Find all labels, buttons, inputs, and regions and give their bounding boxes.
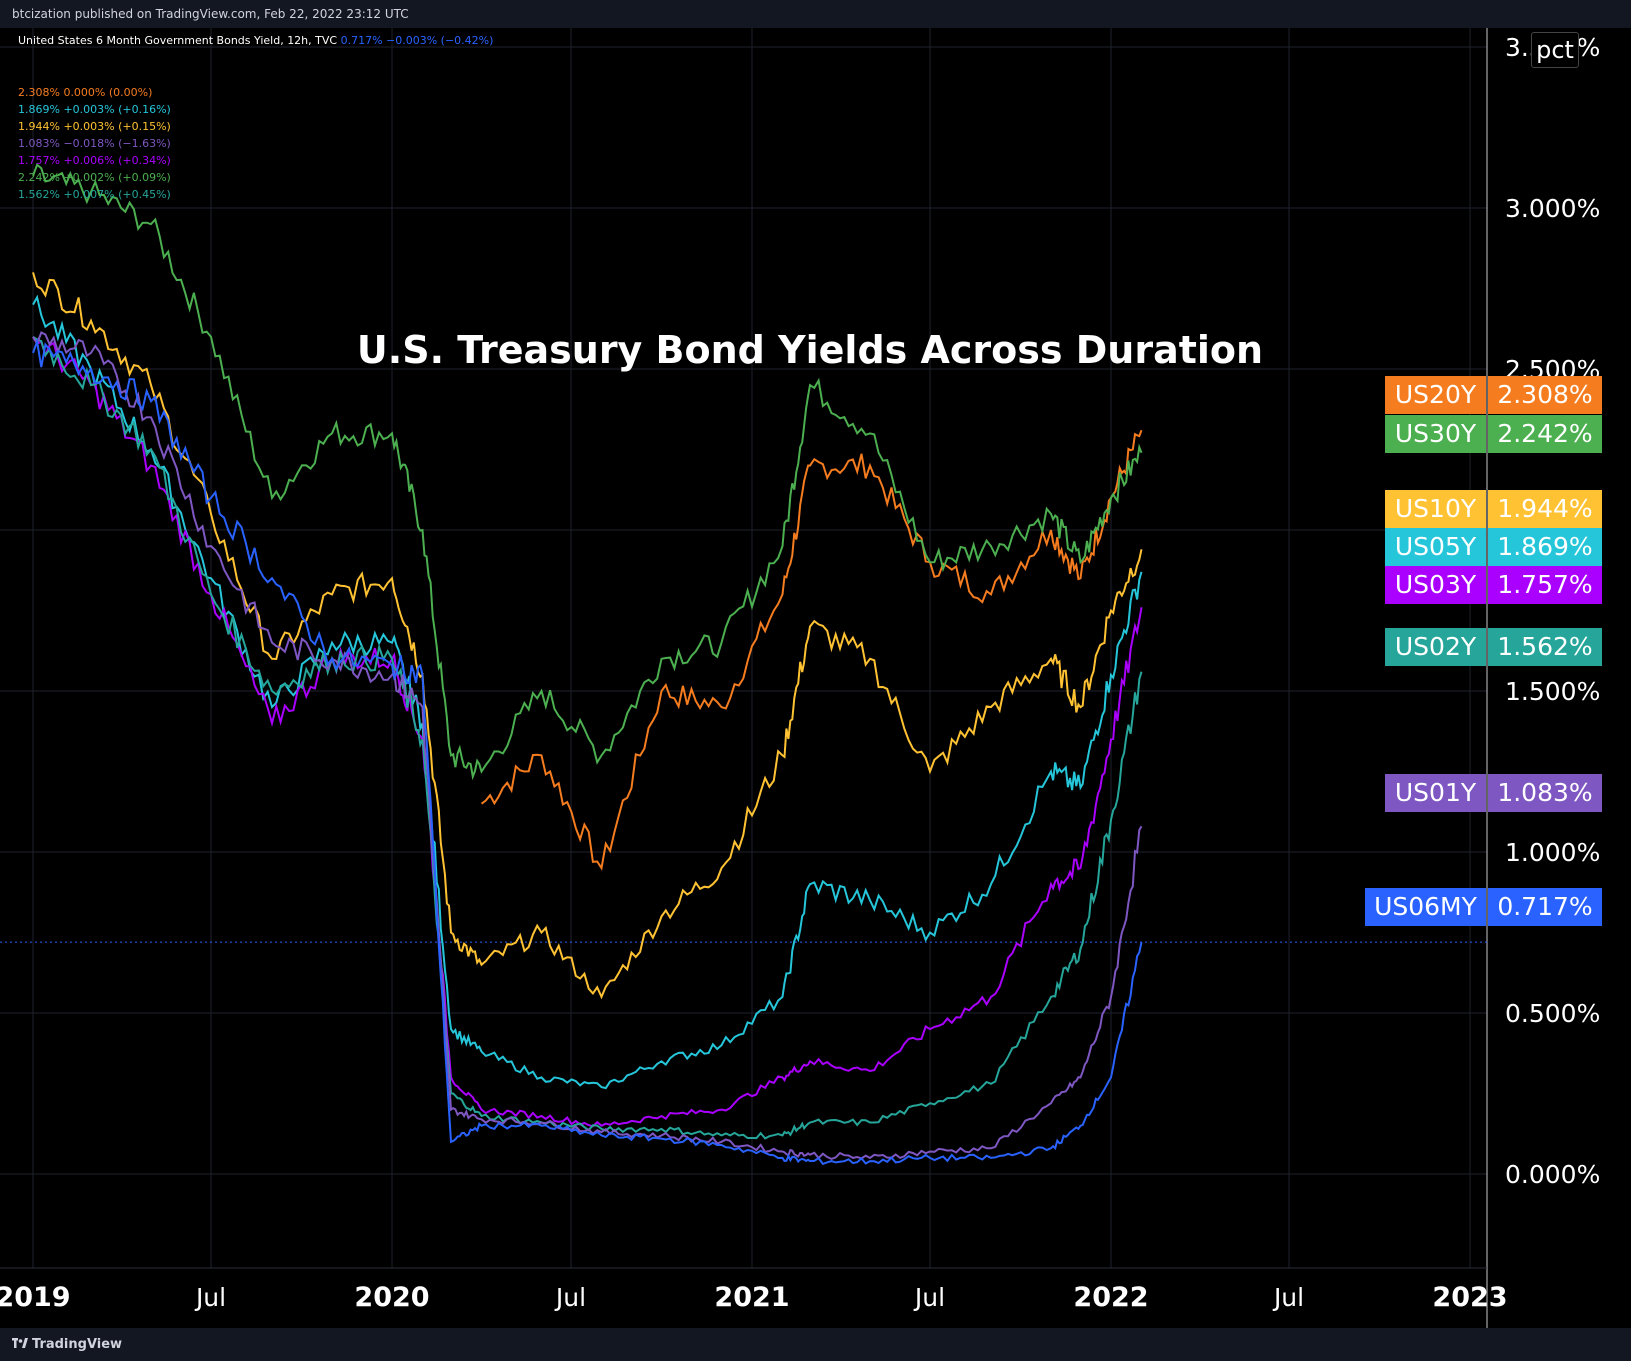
legend-entry[interactable]: 1.562% +0.007% (+0.45%)	[18, 188, 171, 201]
series-value-tag: 2.308%	[1488, 376, 1602, 414]
x-tick-label: 2022	[1073, 1282, 1148, 1313]
footer-bar: TradingView	[0, 1328, 1631, 1361]
series-name-tag: US02Y	[1385, 628, 1486, 666]
x-tick-label: Jul	[913, 1283, 945, 1312]
series-value-tag: 1.083%	[1488, 774, 1602, 812]
y-tick-label: 1.500%	[1505, 677, 1600, 706]
x-tick-label: 2023	[1432, 1282, 1507, 1313]
series-lines	[32, 163, 1143, 1166]
series-name-tag: US03Y	[1385, 566, 1486, 604]
x-tick-label: 2019	[0, 1282, 71, 1313]
legend-entry[interactable]: 1.083% −0.018% (−1.63%)	[18, 137, 171, 150]
chart-title: U.S. Treasury Bond Yields Across Duratio…	[356, 328, 1264, 372]
chart-grid	[0, 28, 1487, 1268]
main-symbol-legend[interactable]: United States 6 Month Government Bonds Y…	[18, 34, 493, 47]
series-value-tag: 0.717%	[1488, 888, 1602, 926]
series-line-us06my	[32, 337, 1143, 1166]
x-tick-label: Jul	[554, 1283, 586, 1312]
x-tick-label: Jul	[1272, 1283, 1304, 1312]
series-line-us10y	[32, 272, 1143, 1000]
chart-canvas[interactable]: 0.000%0.500%1.000%1.500%2.000%2.500%3.00…	[0, 28, 1631, 1328]
y-tick-label: 0.500%	[1505, 999, 1600, 1028]
series-name-tag: US06MY	[1365, 888, 1486, 926]
series-line-us01y	[32, 331, 1143, 1160]
y-tick-label: 1.000%	[1505, 838, 1600, 867]
x-tick-label: Jul	[194, 1283, 226, 1312]
legend-entry[interactable]: 1.944% +0.003% (+0.15%)	[18, 120, 171, 133]
series-value-tag: 1.944%	[1488, 490, 1602, 528]
time-scale: 2019 Jul 2020 Jul 2021 Jul 2022 Jul 2023	[0, 1282, 1508, 1313]
series-line-us05y	[32, 294, 1143, 1090]
tradingview-brand: TradingView	[32, 1337, 123, 1352]
series-name-tag: US01Y	[1385, 774, 1486, 812]
series-value-tag: 1.869%	[1488, 528, 1602, 566]
series-name-tag: US20Y	[1385, 376, 1486, 414]
series-line-us02y	[32, 335, 1143, 1140]
legend-entry[interactable]: 1.869% +0.003% (+0.16%)	[18, 103, 171, 116]
series-name-tag: US10Y	[1385, 490, 1486, 528]
publish-header: btcization published on TradingView.com,…	[0, 0, 1631, 28]
publish-info: btcization published on TradingView.com,…	[12, 7, 409, 21]
legend-entry[interactable]: 2.308% 0.000% (0.00%)	[18, 86, 153, 99]
tradingview-logo-icon	[12, 1337, 28, 1352]
series-name-tag: US30Y	[1385, 415, 1486, 453]
price-scale: 0.000%0.500%1.000%1.500%2.000%2.500%3.00…	[1505, 33, 1600, 1189]
x-tick-label: 2021	[714, 1282, 789, 1313]
series-line-us20y	[480, 429, 1143, 871]
series-name-tag: US05Y	[1385, 528, 1486, 566]
series-value-tag: 1.757%	[1488, 566, 1602, 604]
series-value-tag: 2.242%	[1488, 415, 1602, 453]
main-symbol-values: 0.717% −0.003% (−0.42%)	[340, 34, 494, 47]
x-tick-label: 2020	[354, 1282, 429, 1313]
y-tick-label: 3.000%	[1505, 194, 1600, 223]
y-tick-label: 0.000%	[1505, 1160, 1600, 1189]
series-value-tag: 1.562%	[1488, 628, 1602, 666]
legend-entry[interactable]: 2.242% +0.002% (+0.09%)	[18, 171, 171, 184]
legend-entry[interactable]: 1.757% +0.006% (+0.34%)	[18, 154, 171, 167]
main-symbol-name: United States 6 Month Government Bonds Y…	[18, 34, 338, 47]
percent-scale-button[interactable]: pct	[1531, 32, 1579, 68]
series-line-us30y	[32, 163, 1143, 781]
series-line-us03y	[32, 336, 1143, 1128]
